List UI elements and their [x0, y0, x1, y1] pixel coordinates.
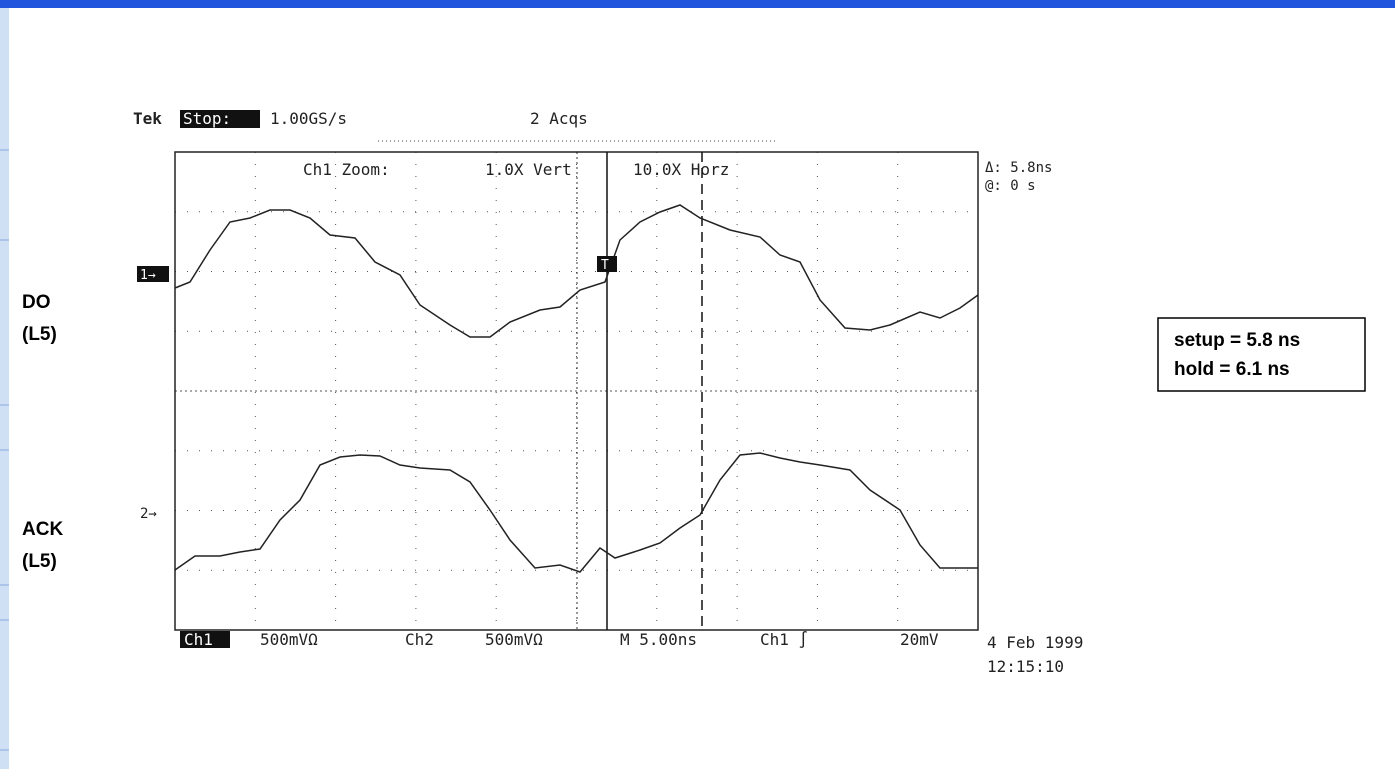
- signal-sub: (L5): [22, 324, 57, 345]
- footer-time: 12:15:10: [987, 657, 1064, 676]
- signal-sub: (L5): [22, 551, 57, 572]
- slide: Tek Stop: 1.00GS/s 2 Acqs Ch1 Zoom: 1.0X…: [0, 0, 1395, 769]
- rate: 1.00GS/s: [270, 109, 347, 128]
- timing-box: [1158, 318, 1365, 391]
- footer-date: 4 Feb 1999: [987, 633, 1083, 652]
- cursor-delta: Δ: 5.8ns: [985, 160, 1052, 176]
- setup-time: setup = 5.8 ns: [1174, 330, 1300, 351]
- ch1-marker: 1→: [140, 268, 156, 283]
- footer-ch2: Ch2: [405, 630, 434, 649]
- zoom-vertical: 1.0X Vert: [485, 160, 572, 179]
- cursor-at: @: 0 s: [985, 178, 1036, 194]
- footer-timebase: M 5.00ns: [620, 630, 697, 649]
- state: Stop:: [183, 109, 231, 128]
- side-strip: [0, 8, 9, 769]
- footer-ch1: Ch1: [184, 630, 213, 649]
- footer-level: 20mV: [900, 630, 939, 649]
- ch2-marker: 2→: [140, 506, 157, 522]
- hold-time: hold = 6.1 ns: [1174, 359, 1290, 380]
- signal-name: ACK: [22, 519, 63, 540]
- top-bar: [0, 0, 1395, 8]
- trigger-marker: T: [601, 258, 609, 273]
- footer-ch1-scale: 500mVΩ: [260, 630, 318, 649]
- brand: Tek: [133, 109, 162, 128]
- page: Tek Stop: 1.00GS/s 2 Acqs Ch1 Zoom: 1.0X…: [0, 0, 1395, 769]
- zoom-label: Ch1 Zoom:: [303, 160, 390, 179]
- zoom-horizontal: 10.0X Horz: [633, 160, 729, 179]
- footer-ch2-scale: 500mVΩ: [485, 630, 543, 649]
- signal-name: DO: [22, 292, 51, 313]
- footer-trigger: Ch1 ∫: [760, 630, 808, 649]
- acquisitions: 2 Acqs: [530, 109, 588, 128]
